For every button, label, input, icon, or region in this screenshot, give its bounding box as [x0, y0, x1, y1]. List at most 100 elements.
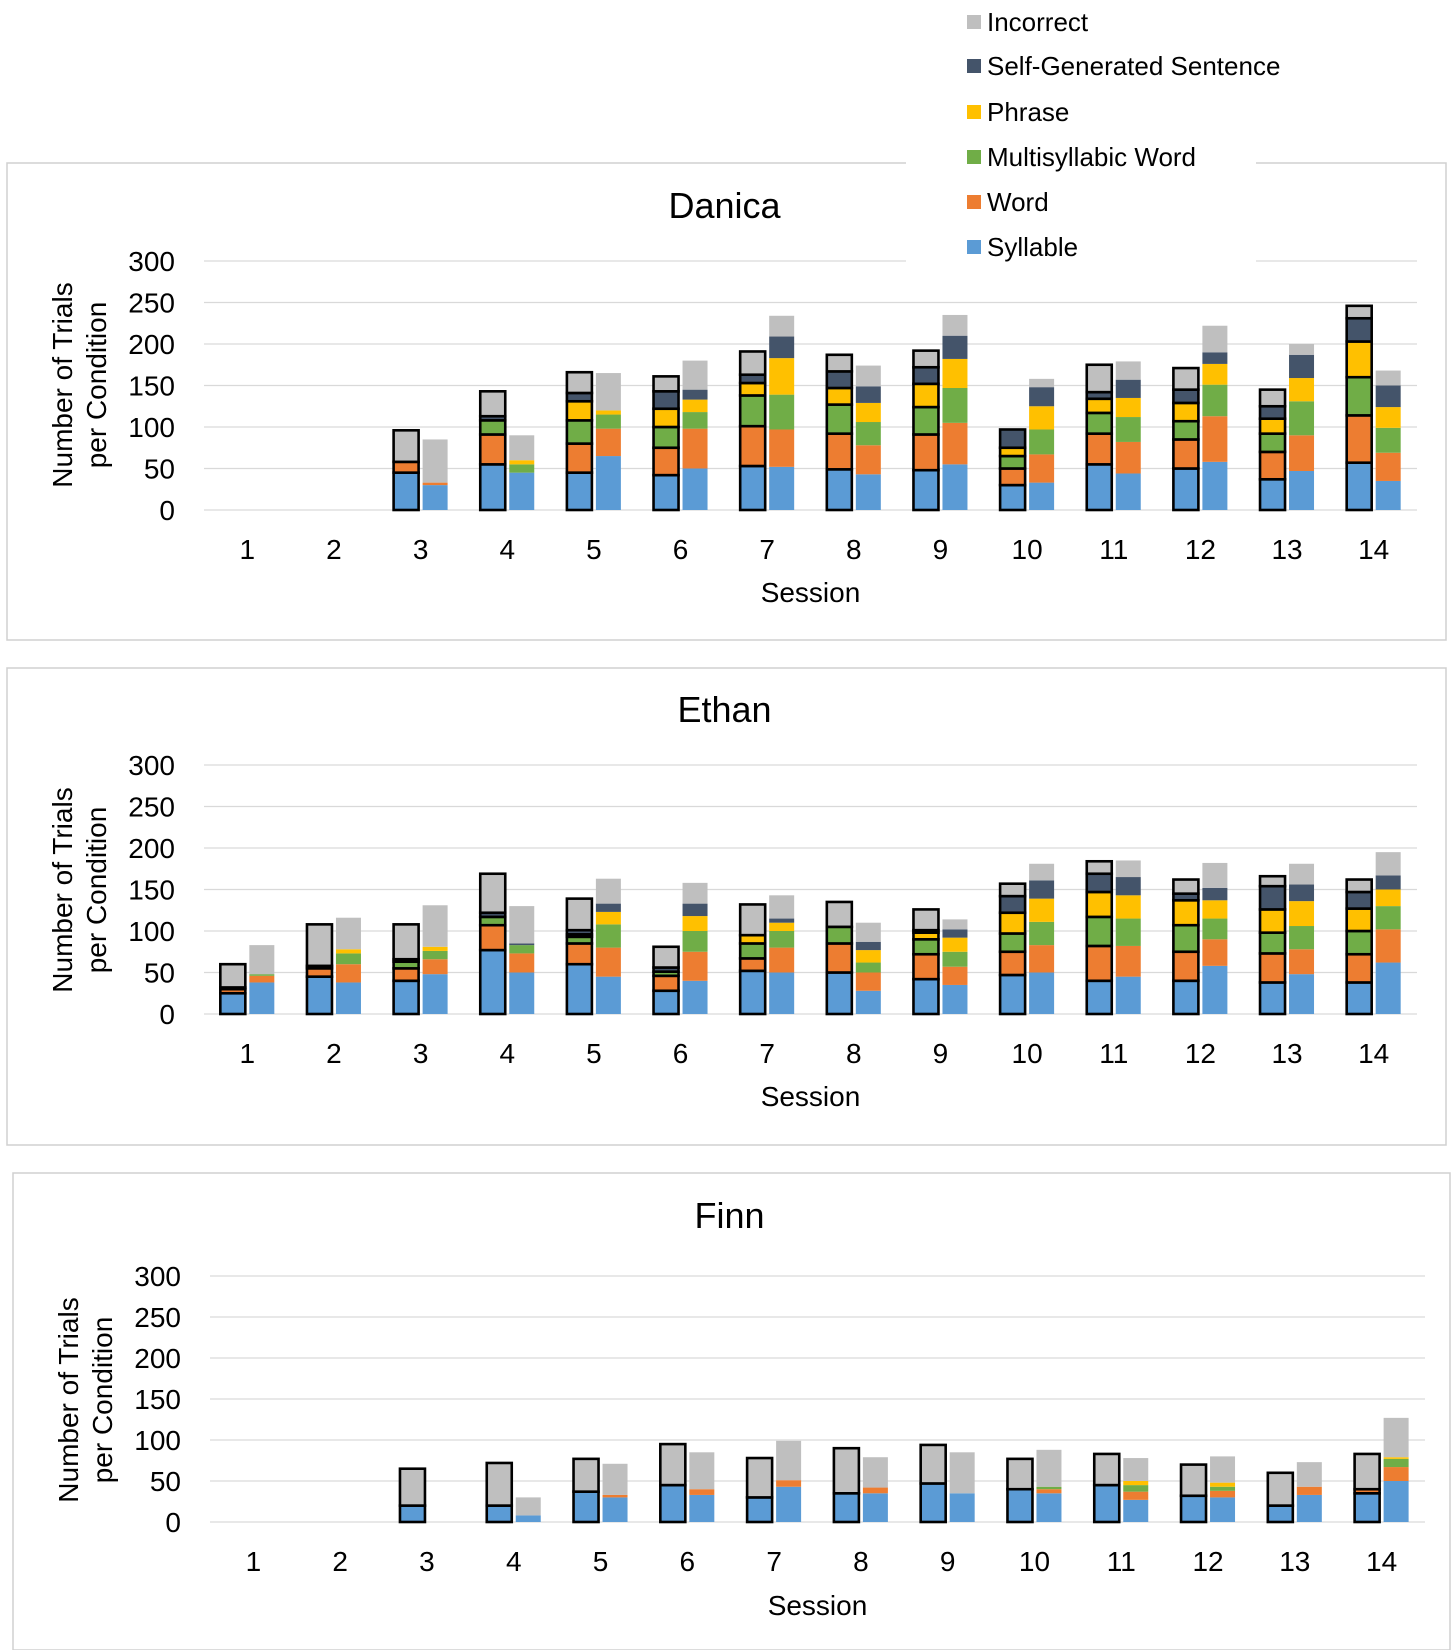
bar-segment-syllable-outlined [652, 473, 680, 512]
bar-segment-syllable-outlined [1085, 979, 1114, 1016]
bar-segment-self-generated-sentence-plain [1202, 352, 1228, 364]
bar-segment-word-outlined [1258, 952, 1287, 984]
y-tick-label: 200 [134, 1343, 181, 1374]
bar-segment-syllable-outlined [1258, 477, 1287, 512]
x-tick-label: 7 [759, 1038, 775, 1069]
bar-segment-incorrect-outlined [1085, 859, 1114, 876]
bar-segment-syllable-plain [1036, 1493, 1062, 1522]
bar-segment-syllable-plain [249, 982, 275, 1014]
bar-segment-syllable-outlined [1179, 1494, 1208, 1524]
bar-segment-phrase-plain [942, 358, 968, 388]
x-tick-label: 8 [853, 1546, 869, 1577]
bar-segment-word-plain [942, 422, 968, 465]
bar-segment-phrase-plain [595, 911, 621, 925]
bar-segment-incorrect-plain [942, 314, 968, 336]
bar-segment-multisyllabic-word-plain [1029, 921, 1055, 946]
bar-segment-syllable-plain [1202, 965, 1228, 1014]
bar-segment-word-plain [769, 429, 795, 467]
x-tick-label: 9 [933, 1038, 949, 1069]
legend: Incorrect Self-Generated Sentence Phrase Mu… [906, 0, 1280, 262]
bar-segment-incorrect-plain [1029, 863, 1055, 881]
y-tick-label: 200 [128, 833, 175, 864]
bar-segment-multisyllabic-word-outlined [1172, 419, 1200, 441]
bar-segment-syllable-outlined [912, 468, 940, 512]
y-axis-title-line: per Condition [81, 807, 112, 974]
bar-segment-multisyllabic-word-plain [509, 945, 535, 954]
bar-segment-syllable-outlined [1266, 1504, 1295, 1524]
bar-segment-word-outlined [912, 433, 940, 472]
bar-segment-incorrect-outlined [1179, 1463, 1208, 1498]
bar-segment-word-outlined [1345, 952, 1373, 984]
bar-segment-incorrect-plain [1296, 1462, 1322, 1487]
bar-segment-phrase-outlined [652, 407, 680, 429]
bar-segment-phrase-plain [1289, 378, 1315, 402]
bar-segment-word-plain [1375, 452, 1401, 481]
bar-segment-word-plain [335, 964, 361, 983]
bar-segment-self-generated-sentence-outlined [1258, 404, 1287, 420]
x-tick-label: 5 [586, 534, 602, 565]
chart-title: Ethan [677, 689, 771, 730]
bar-segment-incorrect-plain [949, 1452, 975, 1494]
bar-segment-syllable-outlined [745, 1496, 774, 1524]
x-tick-label: 3 [419, 1546, 435, 1577]
legend-label-self: Self-Generated Sentence [987, 51, 1280, 81]
bar-segment-incorrect-outlined [745, 1456, 774, 1499]
x-tick-label: 3 [413, 1038, 429, 1069]
x-tick-label: 10 [1012, 534, 1043, 565]
bar-segment-phrase-outlined [1172, 898, 1200, 927]
bar-segment-multisyllabic-word-outlined [998, 454, 1027, 470]
bar-segment-self-generated-sentence-plain [595, 903, 621, 912]
bar-segment-self-generated-sentence-outlined [998, 894, 1027, 915]
bar-segment-syllable-plain [1115, 976, 1141, 1014]
bar-segment-incorrect-plain [855, 922, 881, 942]
y-axis-title-line: Number of Trials [47, 282, 78, 487]
bar-segment-syllable-plain [862, 1493, 888, 1522]
x-tick-label: 9 [933, 534, 949, 565]
bar-segment-incorrect-plain [1289, 344, 1315, 355]
legend-label-incorrect: Incorrect [987, 7, 1089, 37]
bar-segment-syllable-plain [1029, 482, 1055, 510]
bar-segment-word-outlined [738, 424, 767, 468]
bar-segment-self-generated-sentence-plain [1289, 354, 1315, 379]
bar-segment-multisyllabic-word-outlined [1172, 923, 1200, 954]
bar-segment-incorrect-outlined [825, 900, 854, 929]
bar-segment-syllable-plain [509, 972, 535, 1014]
bar-segment-phrase-plain [1383, 1457, 1409, 1459]
bar-segment-word-outlined [738, 957, 767, 973]
bar-segment-incorrect-plain [862, 1457, 888, 1488]
bar-segment-incorrect-plain [509, 435, 535, 461]
y-tick-label: 300 [134, 1261, 181, 1292]
bar-segment-syllable-plain [855, 474, 881, 510]
bar-segment-word-plain [855, 445, 881, 475]
bar-segment-syllable-plain [1210, 1497, 1236, 1522]
x-tick-label: 9 [940, 1546, 956, 1577]
bar-segment-syllable-plain [595, 456, 621, 510]
bar-segment-incorrect-plain [689, 1452, 715, 1490]
bar-segment-incorrect-plain [422, 905, 448, 947]
bar-segment-syllable-outlined [1258, 981, 1287, 1016]
bar-segment-multisyllabic-word-plain [1202, 918, 1228, 940]
bar-segment-self-generated-sentence-outlined [1258, 884, 1287, 911]
bar-segment-self-generated-sentence-plain [855, 386, 881, 403]
bar-segment-self-generated-sentence-outlined [1085, 872, 1114, 894]
bar-segment-incorrect-plain [335, 917, 361, 950]
bar-segment-word-outlined [652, 974, 680, 993]
x-tick-label: 6 [673, 534, 689, 565]
bar-segment-incorrect-plain [595, 878, 621, 904]
bar-segment-multisyllabic-word-outlined [1258, 931, 1287, 955]
bar-segment-word-outlined [478, 923, 507, 952]
bar-segment-syllable-plain [682, 468, 708, 510]
bar-segment-word-plain [1115, 441, 1141, 474]
bar-segment-phrase-outlined [1172, 401, 1200, 423]
bar-segment-incorrect-outlined [1345, 878, 1373, 894]
bar-segment-phrase-plain [1123, 1481, 1149, 1486]
panel-frame [6, 667, 1447, 1146]
bar-segment-word-plain [422, 959, 448, 975]
bar-segment-multisyllabic-word-outlined [1345, 375, 1373, 417]
bar-segment-multisyllabic-word-plain [942, 387, 968, 423]
bar-segment-multisyllabic-word-plain [1375, 906, 1401, 930]
bar-segment-incorrect-plain [1029, 378, 1055, 388]
bar-segment-syllable-plain [1029, 972, 1055, 1014]
bar-segment-multisyllabic-word-outlined [825, 403, 854, 435]
